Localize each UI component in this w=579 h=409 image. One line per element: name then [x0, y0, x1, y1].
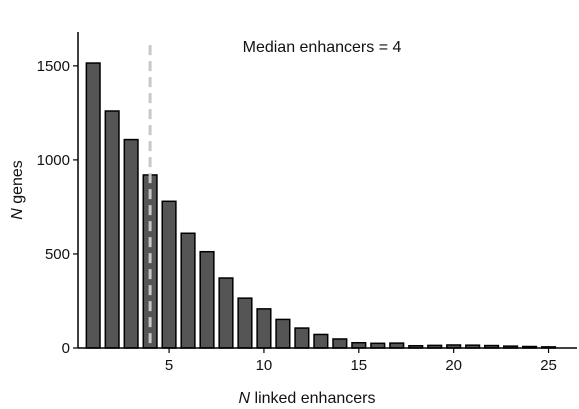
x-tick-label-25: 25	[540, 357, 557, 374]
y-tick-label-1000: 1000	[37, 152, 70, 169]
bar-9	[237, 297, 253, 349]
x-axis-label-italic: N	[239, 390, 251, 407]
x-tick-label-20: 20	[445, 357, 462, 374]
bar-11	[275, 318, 291, 349]
y-tick-label-0: 0	[62, 340, 70, 357]
bar-10	[256, 308, 272, 349]
median-annotation: Median enhancers = 4	[243, 39, 402, 56]
bar-3	[123, 138, 139, 349]
bar-15	[351, 341, 367, 349]
bar-8	[218, 277, 234, 349]
x-axis-label: N linked enhancers	[239, 390, 376, 407]
axes-group	[77, 32, 577, 349]
y-axis-label-italic: N	[9, 208, 26, 220]
bar-6	[180, 232, 196, 349]
bar-13	[313, 333, 329, 349]
bar-2	[104, 110, 120, 349]
x-tick-label-15: 15	[350, 357, 367, 374]
x-axis-label-rest: linked enhancers	[250, 390, 375, 407]
y-tick-label-1500: 1500	[37, 58, 70, 75]
bar-12	[294, 327, 310, 349]
x-tick-label-5: 5	[165, 357, 173, 374]
bar-5	[161, 200, 177, 349]
y-tick-label-500: 500	[45, 246, 70, 263]
bars-group	[85, 62, 557, 349]
bar-1	[85, 62, 101, 349]
y-axis-label: N genes	[9, 160, 26, 220]
x-ticks-group: 5 10 15 20 25	[165, 348, 557, 374]
bar-14	[332, 338, 348, 349]
y-ticks-group: 0 500 1000 1500	[37, 58, 78, 357]
bar-7	[199, 250, 215, 349]
y-axis-label-rest: genes	[9, 160, 26, 208]
x-tick-label-10: 10	[256, 357, 273, 374]
